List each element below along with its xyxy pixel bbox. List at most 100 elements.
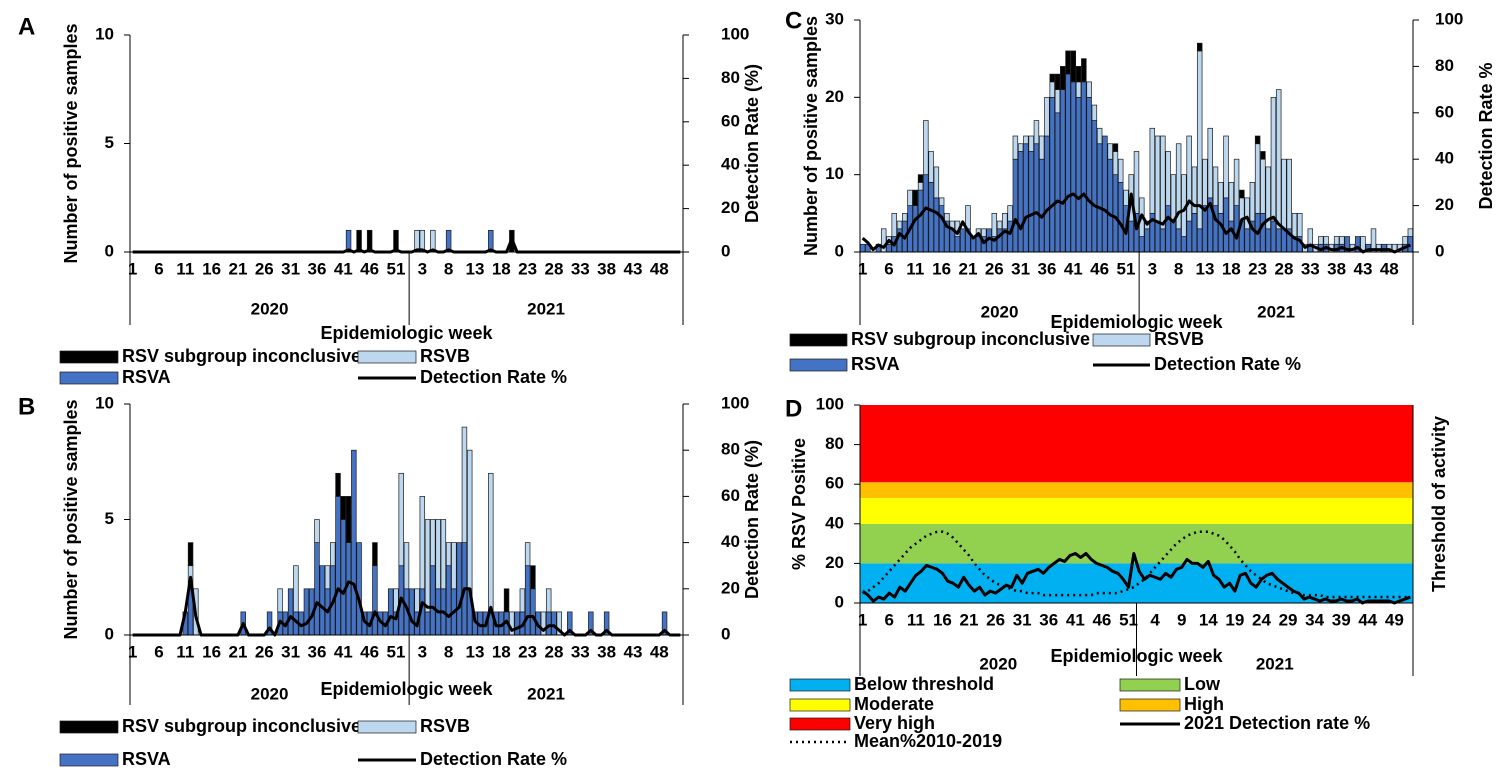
bar-segment (424, 611, 431, 636)
legend-label: RSVB (1154, 329, 1204, 349)
x-tick-label: 1 (858, 259, 867, 278)
bar-segment (944, 212, 950, 222)
x-tick-label: 49 (1385, 610, 1404, 629)
bar-segment (1402, 236, 1408, 245)
x-tick-label: 34 (1305, 610, 1324, 629)
y2-tick-label: 40 (721, 532, 740, 551)
threshold-band (860, 405, 1413, 483)
bar-segment (949, 228, 955, 253)
bar-segment (440, 519, 447, 590)
bar-segment (1160, 135, 1166, 230)
bar-segment (324, 565, 331, 590)
bar-segment (1049, 73, 1055, 83)
bar-segment (996, 228, 1003, 253)
legend-label: RSVB (420, 716, 470, 736)
bar-segment (356, 542, 362, 636)
bar-segment (551, 611, 557, 636)
y-axis-title: Number of positive samples (61, 399, 81, 639)
x-tick-label: 41 (1064, 259, 1083, 278)
legend-swatch (1119, 698, 1181, 712)
x-tick-label: 6 (154, 642, 163, 661)
x-tick-label: 18 (1222, 259, 1241, 278)
x-tick-label: 8 (444, 642, 453, 661)
x-tick-label: 14 (1199, 610, 1218, 629)
x-tick-label: 3 (418, 642, 427, 661)
y-tick-label: 80 (825, 434, 844, 453)
bar-segment (445, 542, 452, 567)
bar-segment (1175, 143, 1182, 230)
legend-label: Moderate (854, 694, 934, 714)
bar-segment (1186, 220, 1192, 253)
x-tick-label: 41 (334, 642, 353, 661)
bar-segment (1017, 151, 1024, 253)
bar-segment (530, 588, 536, 636)
year-label: 2021 (1257, 302, 1295, 321)
bar-segment (1165, 151, 1171, 206)
y2-tick-label: 60 (721, 486, 740, 505)
x-tick-label: 13 (466, 259, 485, 278)
x-tick-label: 36 (1038, 259, 1057, 278)
bar-segment (1075, 96, 1082, 253)
x-axis-title: Epidemiologic week (320, 679, 493, 699)
bar-segment (1191, 166, 1198, 214)
bar-segment (1038, 158, 1045, 253)
bar-segment (1186, 135, 1192, 222)
bar-segment (1081, 81, 1087, 253)
x-tick-label: 31 (1011, 259, 1030, 278)
x-tick-label: 43 (624, 642, 643, 661)
x-tick-label: 8 (1174, 259, 1183, 278)
y2-tick-label: 100 (1435, 9, 1463, 28)
bar-segment (991, 212, 998, 237)
bar-segment (886, 243, 892, 253)
x-tick-label: 23 (1248, 259, 1267, 278)
legend-label: Very high (854, 713, 935, 733)
y-tick-label: 5 (105, 133, 114, 152)
bar-segment (1202, 158, 1208, 206)
x-tick-label: 36 (1039, 610, 1058, 629)
bar-segment (938, 205, 945, 253)
bar-segment (1297, 212, 1303, 237)
y-tick-label: 10 (95, 24, 114, 43)
bar-segment (1049, 81, 1055, 98)
x-tick-label: 33 (571, 259, 590, 278)
year-label: 2020 (981, 302, 1019, 321)
x-tick-label: 6 (884, 259, 893, 278)
bar-segment (314, 519, 320, 543)
bar-segment (1323, 236, 1329, 245)
bar-segment (938, 197, 945, 206)
bar-segment (545, 588, 552, 613)
bar-segment (530, 565, 536, 590)
bar-segment (1333, 236, 1340, 245)
bar-segment (351, 449, 357, 636)
x-axis-title: Epidemiologic week (1050, 646, 1223, 666)
bar-segment (1244, 228, 1250, 253)
bar-segment (912, 205, 919, 253)
y-tick-label: 30 (825, 9, 844, 28)
bar-segment (912, 189, 919, 206)
y-axis-title: Number of positive samples (801, 16, 821, 256)
bar-segment (1154, 135, 1161, 222)
legend-label: Detection Rate % (1154, 354, 1301, 374)
bar-segment (1112, 174, 1119, 253)
bar-segment (1028, 151, 1034, 253)
bar-segment (1307, 228, 1314, 245)
legend-swatch (789, 717, 851, 731)
legend-label: RSVB (420, 346, 470, 366)
panel-label: C (785, 7, 802, 34)
bar-segment (1191, 212, 1198, 253)
bar-segment (430, 565, 436, 636)
bar-segment (923, 120, 929, 176)
bar-segment (1023, 135, 1029, 145)
series-line (132, 237, 681, 254)
bar-segment (330, 542, 336, 567)
x-tick-label: 21 (960, 610, 979, 629)
bar-segment (1228, 182, 1235, 222)
x-tick-label: 31 (1013, 610, 1032, 629)
bar-segment (1038, 135, 1045, 160)
x-tick-label: 38 (1327, 259, 1346, 278)
legend-swatch (59, 720, 119, 734)
bar-segment (1212, 166, 1219, 206)
bar-segment (933, 166, 940, 199)
y-tick-label: 10 (825, 164, 844, 183)
y2-tick-label: 20 (1435, 195, 1454, 214)
